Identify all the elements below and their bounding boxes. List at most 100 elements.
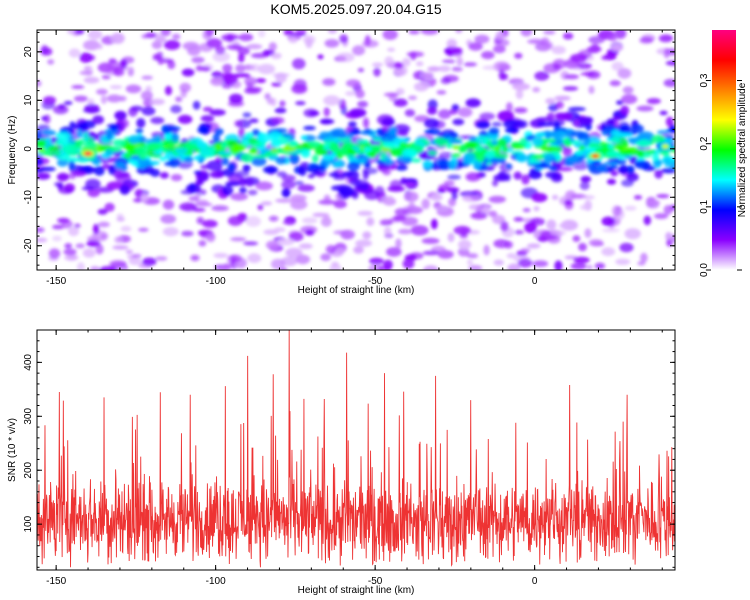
heatmap-cell <box>56 159 69 167</box>
heatmap-cell <box>64 243 72 249</box>
heatmap-cell <box>295 101 306 106</box>
heatmap-cell <box>155 256 168 261</box>
heatmap-cell <box>215 45 226 55</box>
heatmap-cell <box>298 166 307 177</box>
heatmap-cell <box>607 165 619 170</box>
heatmap-cell <box>462 194 479 202</box>
heatmap-cell <box>558 223 568 228</box>
heatmap-cell <box>334 160 342 167</box>
heatmap-cell <box>521 174 530 185</box>
heatmap-cell <box>492 214 506 225</box>
heatmap-cell <box>113 171 130 179</box>
heatmap-cell <box>114 110 127 121</box>
heatmap-cell <box>180 89 187 98</box>
heatmap-cell <box>101 74 111 80</box>
heatmap-cell <box>611 205 621 217</box>
heatmap-cell <box>394 62 404 69</box>
heatmap-cell <box>150 98 165 106</box>
heatmap-cell <box>234 170 250 177</box>
heatmap-cell <box>534 132 546 138</box>
heatmap-cell <box>654 213 669 220</box>
heatmap-cell <box>275 72 287 84</box>
heatmap-cell <box>285 247 303 258</box>
heatmap-cell <box>268 215 279 222</box>
heatmap-cell <box>114 236 123 244</box>
colorbar-tick-label: 0.0 <box>699 263 710 277</box>
heatmap-cell <box>63 248 77 256</box>
heatmap-cell <box>37 140 47 147</box>
heatmap-cell <box>137 158 152 167</box>
heatmap-cell <box>135 188 143 199</box>
heatmap-cell <box>120 225 132 232</box>
heatmap-cell <box>497 171 507 181</box>
heatmap-cell <box>339 34 348 43</box>
heatmap-cell <box>646 98 661 105</box>
heatmap-cell <box>170 174 183 182</box>
x-tick-label: -100 <box>206 576 226 587</box>
heatmap-x-ticks: -150 -100 -50 0 <box>46 30 663 287</box>
heatmap-cell <box>192 100 201 110</box>
heatmap-cell <box>58 186 74 195</box>
heatmap-cell <box>357 100 369 108</box>
heatmap-cell <box>266 97 274 105</box>
heatmap-cell <box>211 205 229 212</box>
heatmap-cell <box>362 117 370 128</box>
heatmap-peak <box>662 144 668 148</box>
x-tick-label: 0 <box>532 276 538 287</box>
heatmap-cell <box>451 104 460 111</box>
heatmap-cell <box>271 82 282 87</box>
heatmap-cell <box>506 253 517 259</box>
heatmap-cell <box>402 156 413 163</box>
heatmap-cell <box>422 250 440 256</box>
heatmap-cell <box>526 243 541 249</box>
heatmap-cell <box>244 132 254 140</box>
heatmap-cell <box>338 99 347 109</box>
heatmap-cell <box>136 118 146 128</box>
heatmap-cell <box>171 132 179 142</box>
heatmap-cell <box>221 33 240 41</box>
heatmap-cell <box>282 220 295 225</box>
heatmap-cell <box>110 32 125 44</box>
heatmap-cell <box>532 137 543 147</box>
heatmap-cell <box>324 39 340 48</box>
heatmap-cell <box>288 232 304 242</box>
heatmap-cell <box>355 89 365 99</box>
heatmap-cell <box>216 150 232 156</box>
heatmap-cell <box>610 135 621 144</box>
heatmap-cell <box>125 84 142 94</box>
heatmap-cell <box>548 165 558 171</box>
heatmap-cell <box>47 59 55 65</box>
heatmap-cell <box>631 124 644 134</box>
heatmap-cell <box>465 98 481 108</box>
heatmap-cell <box>40 166 56 172</box>
heatmap-cell <box>37 172 51 180</box>
colorbar-tick-label: 0.1 <box>699 199 710 213</box>
heatmap-cell <box>247 253 262 264</box>
heatmap-cell <box>366 151 375 157</box>
heatmap-cell <box>479 112 496 121</box>
heatmap-cell <box>230 192 249 201</box>
heatmap-cell <box>357 210 373 216</box>
heatmap-cell <box>118 95 127 102</box>
snr-y-axis-label: SNR (10 * v/v) <box>7 418 18 482</box>
heatmap-cell <box>572 235 581 243</box>
heatmap-cell <box>393 98 408 107</box>
heatmap-cell <box>534 71 550 81</box>
heatmap-cell <box>503 119 519 129</box>
heatmap-cell <box>319 131 331 138</box>
heatmap-cell <box>596 163 608 171</box>
heatmap-cell <box>438 65 451 72</box>
heatmap-cell <box>140 90 153 101</box>
heatmap-cell <box>543 153 555 161</box>
heatmap-cell <box>415 61 424 67</box>
heatmap-cell <box>422 159 433 168</box>
heatmap-cell <box>626 173 639 182</box>
heatmap-cell <box>410 225 429 236</box>
heatmap-cell <box>646 149 656 154</box>
heatmap-cell <box>384 56 394 67</box>
heatmap-cell <box>142 257 157 266</box>
heatmap-cell <box>195 202 213 207</box>
heatmap-cell <box>573 256 590 264</box>
heatmap-cell <box>440 77 452 85</box>
